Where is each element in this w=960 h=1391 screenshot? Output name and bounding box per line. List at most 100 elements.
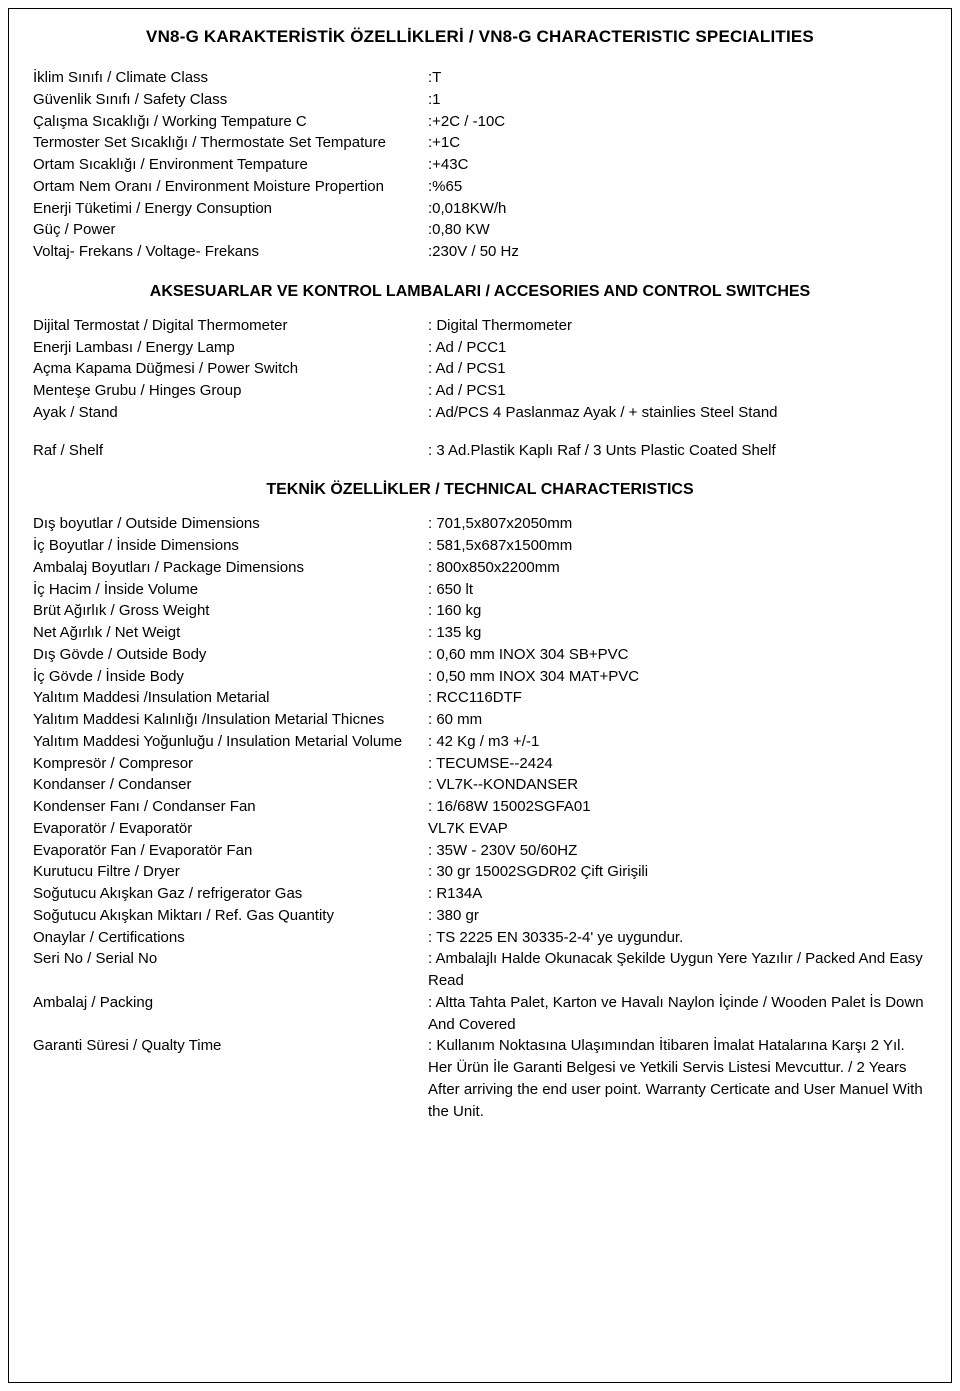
section-characteristics: İklim Sınıfı / Climate Class:TGüvenlik S… bbox=[33, 67, 927, 263]
spec-value: : 701,5x807x2050mm bbox=[428, 513, 927, 535]
spec-row: Yalıtım Maddesi Yoğunluğu / Insulation M… bbox=[33, 731, 927, 753]
spec-row: Dış boyutlar / Outside Dimensions: 701,5… bbox=[33, 513, 927, 535]
spec-row: Menteşe Grubu / Hinges Group: Ad / PCS1 bbox=[33, 380, 927, 402]
spec-label: Evaporatör Fan / Evaporatör Fan bbox=[33, 840, 428, 862]
spec-value: :0,018KW/h bbox=[428, 198, 927, 220]
spec-label: Soğutucu Akışkan Gaz / refrigerator Gas bbox=[33, 883, 428, 905]
spec-row: Güç / Power:0,80 KW bbox=[33, 219, 927, 241]
spec-label: Termoster Set Sıcaklığı / Thermostate Se… bbox=[33, 132, 428, 154]
spec-value: : Altta Tahta Palet, Karton ve Havalı Na… bbox=[428, 992, 927, 1036]
spec-value: : Ambalajlı Halde Okunacak Şekilde Uygun… bbox=[428, 948, 927, 992]
spec-value: : Ad/PCS 4 Paslanmaz Ayak / + stainlies … bbox=[428, 402, 927, 424]
spec-label: Kondanser / Condanser bbox=[33, 774, 428, 796]
spec-row: Soğutucu Akışkan Miktarı / Ref. Gas Quan… bbox=[33, 905, 927, 927]
spec-label: İç Boyutlar / İnside Dimensions bbox=[33, 535, 428, 557]
spec-page: VN8-G KARAKTERİSTİK ÖZELLİKLERİ / VN8-G … bbox=[8, 8, 952, 1383]
spec-row: Evaporatör Fan / Evaporatör Fan: 35W - 2… bbox=[33, 840, 927, 862]
spec-label: Yalıtım Maddesi Yoğunluğu / Insulation M… bbox=[33, 731, 428, 753]
spec-label: Net Ağırlık / Net Weigt bbox=[33, 622, 428, 644]
spec-row: Brüt Ağırlık / Gross Weight: 160 kg bbox=[33, 600, 927, 622]
spec-value: : 42 Kg / m3 +/-1 bbox=[428, 731, 927, 753]
spec-label: Onaylar / Certifications bbox=[33, 927, 428, 949]
spec-label: Çalışma Sıcaklığı / Working Tempature C bbox=[33, 111, 428, 133]
spec-value: :%65 bbox=[428, 176, 927, 198]
spec-value: : 650 lt bbox=[428, 579, 927, 601]
spec-value: :T bbox=[428, 67, 927, 89]
page-title: VN8-G KARAKTERİSTİK ÖZELLİKLERİ / VN8-G … bbox=[33, 27, 927, 47]
spec-label: Dijital Termostat / Digital Thermometer bbox=[33, 315, 428, 337]
spec-value: : 35W - 230V 50/60HZ bbox=[428, 840, 927, 862]
spec-value: : TS 2225 EN 30335-2-4' ye uygundur. bbox=[428, 927, 927, 949]
spec-row: Dijital Termostat / Digital Thermometer:… bbox=[33, 315, 927, 337]
spec-value: : 581,5x687x1500mm bbox=[428, 535, 927, 557]
spec-value: :+43C bbox=[428, 154, 927, 176]
spec-value: :0,80 KW bbox=[428, 219, 927, 241]
spec-value: : R134A bbox=[428, 883, 927, 905]
spec-row: Garanti Süresi / Qualty Time: Kullanım N… bbox=[33, 1035, 927, 1122]
spec-label: Enerji Tüketimi / Energy Consuption bbox=[33, 198, 428, 220]
spec-row: Seri No / Serial No: Ambalajlı Halde Oku… bbox=[33, 948, 927, 992]
spec-value: : 0,60 mm INOX 304 SB+PVC bbox=[428, 644, 927, 666]
spec-label: Soğutucu Akışkan Miktarı / Ref. Gas Quan… bbox=[33, 905, 428, 927]
spec-label: Yalıtım Maddesi /Insulation Metarial bbox=[33, 687, 428, 709]
spec-row: Dış Gövde / Outside Body: 0,60 mm INOX 3… bbox=[33, 644, 927, 666]
spec-value: : Kullanım Noktasına Ulaşımından İtibare… bbox=[428, 1035, 927, 1122]
spec-label: Ortam Sıcaklığı / Environment Tempature bbox=[33, 154, 428, 176]
spec-label: Voltaj- Frekans / Voltage- Frekans bbox=[33, 241, 428, 263]
spec-row: Çalışma Sıcaklığı / Working Tempature C:… bbox=[33, 111, 927, 133]
spec-row: Kurutucu Filtre / Dryer: 30 gr 15002SGDR… bbox=[33, 861, 927, 883]
spec-value: : 3 Ad.Plastik Kaplı Raf / 3 Unts Plasti… bbox=[428, 440, 927, 462]
spec-value: :1 bbox=[428, 89, 927, 111]
spec-label: Evaporatör / Evaporatör bbox=[33, 818, 428, 840]
spec-value: : VL7K--KONDANSER bbox=[428, 774, 927, 796]
spec-row: Soğutucu Akışkan Gaz / refrigerator Gas:… bbox=[33, 883, 927, 905]
spec-row: Açma Kapama Düğmesi / Power Switch: Ad /… bbox=[33, 358, 927, 380]
spec-row: Kondenser Fanı / Condanser Fan: 16/68W 1… bbox=[33, 796, 927, 818]
spec-row: Raf / Shelf: 3 Ad.Plastik Kaplı Raf / 3 … bbox=[33, 440, 927, 462]
spacer bbox=[33, 424, 927, 440]
spec-row: Voltaj- Frekans / Voltage- Frekans:230V … bbox=[33, 241, 927, 263]
spec-row: Güvenlik Sınıfı / Safety Class:1 bbox=[33, 89, 927, 111]
spec-label: Ambalaj Boyutları / Package Dimensions bbox=[33, 557, 428, 579]
spec-row: Enerji Tüketimi / Energy Consuption:0,01… bbox=[33, 198, 927, 220]
section-accessories: Dijital Termostat / Digital Thermometer:… bbox=[33, 315, 927, 424]
spec-value: : 800x850x2200mm bbox=[428, 557, 927, 579]
spec-value: : Ad / PCS1 bbox=[428, 358, 927, 380]
spec-label: İç Hacim / İnside Volume bbox=[33, 579, 428, 601]
spec-row: Yalıtım Maddesi /Insulation Metarial: RC… bbox=[33, 687, 927, 709]
spec-label: Enerji Lambası / Energy Lamp bbox=[33, 337, 428, 359]
spec-value: : Digital Thermometer bbox=[428, 315, 927, 337]
spec-value: : Ad / PCC1 bbox=[428, 337, 927, 359]
spec-label: Güvenlik Sınıfı / Safety Class bbox=[33, 89, 428, 111]
spec-label: Yalıtım Maddesi Kalınlığı /Insulation Me… bbox=[33, 709, 428, 731]
section-heading-accessories: AKSESUARLAR VE KONTROL LAMBALARI / ACCES… bbox=[33, 283, 927, 301]
spec-value: : 60 mm bbox=[428, 709, 927, 731]
spec-label: İç Gövde / İnside Body bbox=[33, 666, 428, 688]
spec-value: : Ad / PCS1 bbox=[428, 380, 927, 402]
spec-row: Ayak / Stand: Ad/PCS 4 Paslanmaz Ayak / … bbox=[33, 402, 927, 424]
spec-row: İç Gövde / İnside Body: 0,50 mm INOX 304… bbox=[33, 666, 927, 688]
spec-value: : TECUMSE--2424 bbox=[428, 753, 927, 775]
spec-label: Açma Kapama Düğmesi / Power Switch bbox=[33, 358, 428, 380]
spec-label: Dış Gövde / Outside Body bbox=[33, 644, 428, 666]
spec-row: İklim Sınıfı / Climate Class:T bbox=[33, 67, 927, 89]
spec-label: Raf / Shelf bbox=[33, 440, 428, 462]
spec-row: Evaporatör / Evaporatör VL7K EVAP bbox=[33, 818, 927, 840]
spec-label: Güç / Power bbox=[33, 219, 428, 241]
spec-label: Menteşe Grubu / Hinges Group bbox=[33, 380, 428, 402]
spec-label: Brüt Ağırlık / Gross Weight bbox=[33, 600, 428, 622]
spec-row: Onaylar / Certifications: TS 2225 EN 303… bbox=[33, 927, 927, 949]
spec-label: Ayak / Stand bbox=[33, 402, 428, 424]
section-accessories-b: Raf / Shelf: 3 Ad.Plastik Kaplı Raf / 3 … bbox=[33, 440, 927, 462]
spec-label: Kurutucu Filtre / Dryer bbox=[33, 861, 428, 883]
spec-value: : 380 gr bbox=[428, 905, 927, 927]
spec-value: : 16/68W 15002SGFA01 bbox=[428, 796, 927, 818]
spec-row: Enerji Lambası / Energy Lamp: Ad / PCC1 bbox=[33, 337, 927, 359]
spec-label: Dış boyutlar / Outside Dimensions bbox=[33, 513, 428, 535]
spec-value: :230V / 50 Hz bbox=[428, 241, 927, 263]
spec-label: Garanti Süresi / Qualty Time bbox=[33, 1035, 428, 1122]
section-technical: Dış boyutlar / Outside Dimensions: 701,5… bbox=[33, 513, 927, 1122]
spec-row: Termoster Set Sıcaklığı / Thermostate Se… bbox=[33, 132, 927, 154]
spec-row: Yalıtım Maddesi Kalınlığı /Insulation Me… bbox=[33, 709, 927, 731]
spec-value: : 0,50 mm INOX 304 MAT+PVC bbox=[428, 666, 927, 688]
